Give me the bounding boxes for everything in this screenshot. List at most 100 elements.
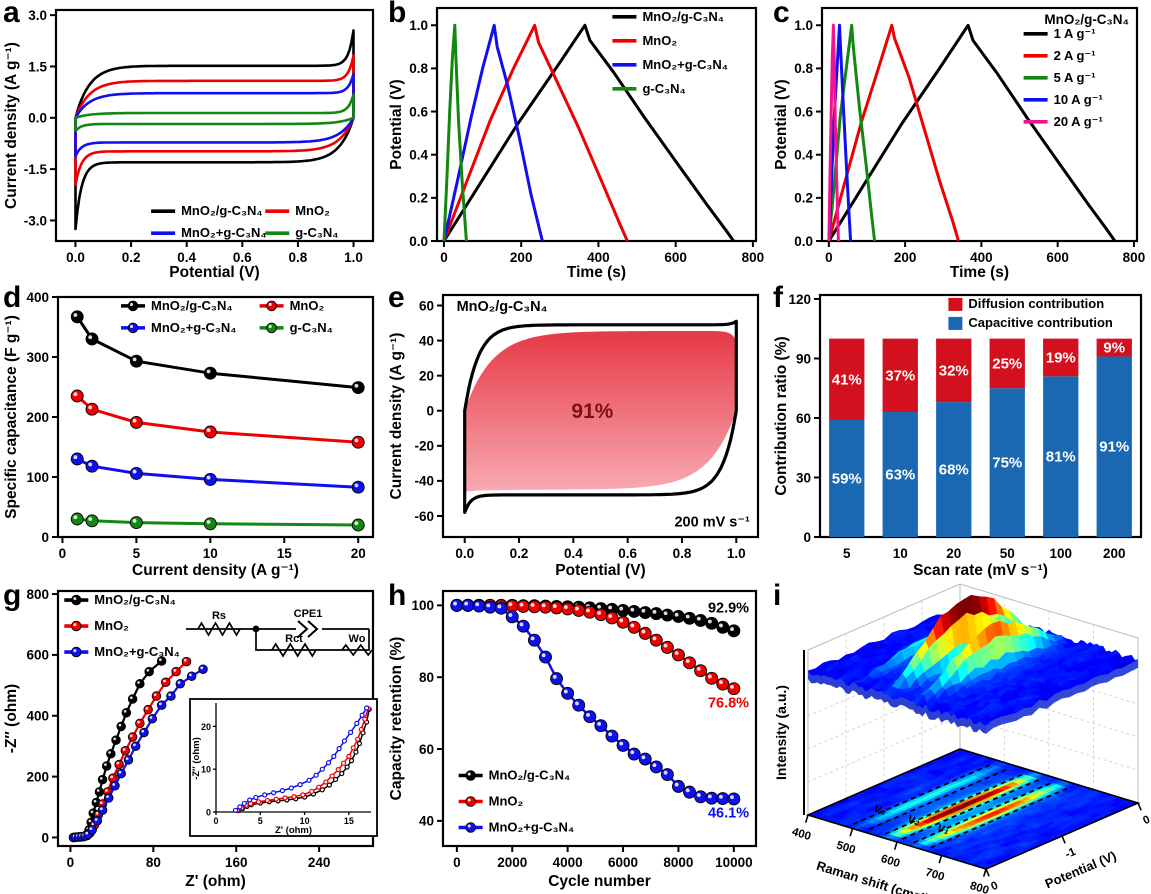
panel-letter-e: e xyxy=(388,281,405,314)
marker-shine xyxy=(652,763,657,768)
y-tick-label: 60 xyxy=(419,298,434,313)
marker-shine xyxy=(141,729,145,733)
y-tick-label: 20 xyxy=(419,368,434,383)
x-tick-label: 400 xyxy=(587,250,610,265)
marker xyxy=(683,785,696,799)
marker-shine xyxy=(123,710,127,713)
panel-letter-f: f xyxy=(773,281,783,314)
marker-shine xyxy=(177,681,181,684)
y-tick-label: 200 xyxy=(26,769,49,784)
inset-marker xyxy=(241,800,247,807)
x-tick-label: 800 xyxy=(1123,250,1146,265)
raman-tick-label: 600 xyxy=(879,853,901,870)
inset-marker xyxy=(264,797,270,804)
panel-i-chart: ν₃ ν₂ ν₁ Intensity (a.u.) 400 500 600 700 800 Ram… xyxy=(773,583,1151,894)
marker-shine xyxy=(146,668,150,672)
circuit-branch xyxy=(255,629,370,651)
marker xyxy=(649,633,663,647)
y-tick-label: 60 xyxy=(419,742,434,757)
x-tick-label: 20 xyxy=(351,546,366,561)
marker-shine xyxy=(730,795,734,800)
marker-shine xyxy=(619,606,624,611)
y-tick-label: 0.0 xyxy=(28,111,47,126)
marker-shine xyxy=(95,811,99,815)
cpe-symbol xyxy=(297,620,309,638)
panel-h: h 0 2000 4000 6000 8000 10000 40 60 80 100 Cycle n… xyxy=(385,579,770,894)
marker xyxy=(461,598,475,612)
marker-shine xyxy=(619,618,624,623)
marker-shine xyxy=(719,623,723,628)
x-tick-label: 0.4 xyxy=(564,546,583,561)
marker-shine xyxy=(149,716,153,719)
marker-shine xyxy=(674,612,679,617)
wall-gridline xyxy=(807,715,961,783)
inset-marker xyxy=(270,790,277,796)
inset-tick-label: 5 xyxy=(258,816,263,826)
y-tick-label: 0.6 xyxy=(794,104,813,119)
y-tick-label: 100 xyxy=(26,470,49,485)
marker xyxy=(87,825,97,835)
marker xyxy=(120,746,131,756)
legend-label: MnO₂+g-C₃N₄ xyxy=(151,320,237,335)
axis-frame xyxy=(441,293,760,539)
panel-letter-d: d xyxy=(3,281,22,314)
legend-label: MnO₂ xyxy=(489,794,524,809)
marker-shine xyxy=(641,755,646,760)
marker xyxy=(572,698,586,712)
marker xyxy=(156,700,167,710)
potential-tick-label: -1 xyxy=(1064,846,1079,861)
marker xyxy=(638,626,652,640)
marker-shine xyxy=(118,723,122,727)
x-tick-label: 10 xyxy=(893,546,908,561)
inset-marker xyxy=(309,788,315,795)
data-line xyxy=(442,23,468,242)
x-tick-label: 4000 xyxy=(553,855,583,870)
peak-boundary-dashed xyxy=(913,781,1054,844)
marker xyxy=(70,512,84,526)
marker-shine xyxy=(206,475,211,480)
x-axis-label: Time (s) xyxy=(950,264,1009,281)
marker-shine xyxy=(118,770,122,774)
marker-shine xyxy=(125,757,129,760)
x-axis-label: Cycle number xyxy=(548,873,651,890)
marker xyxy=(151,691,162,701)
data-line xyxy=(442,23,735,242)
marker-shine xyxy=(206,428,211,433)
inset-line xyxy=(237,709,370,812)
inset-marker xyxy=(297,782,303,788)
y-tick-label: 80 xyxy=(419,670,434,685)
annotation: 46.1% xyxy=(708,805,749,821)
marker-shine xyxy=(552,604,557,609)
y-tick-label: 0.6 xyxy=(409,104,428,119)
y-axis-label: Specific capacitance (F g⁻¹) xyxy=(3,315,20,519)
y-axis-label: Capacity retention (%) xyxy=(388,637,405,801)
data-line xyxy=(827,23,960,242)
legend-swatch xyxy=(948,316,963,330)
marker xyxy=(85,514,99,528)
marker xyxy=(705,671,719,685)
marker xyxy=(116,721,126,732)
marker xyxy=(583,710,597,724)
legend-label: Capacitive contribution xyxy=(968,315,1113,330)
x-tick-label: 1.0 xyxy=(344,250,363,265)
marker xyxy=(616,738,630,752)
bar-label-capacitive: 68% xyxy=(939,462,969,479)
peak-boundary-dashed xyxy=(930,786,1071,849)
marker-shine xyxy=(354,383,359,388)
marker-shine xyxy=(85,831,89,835)
marker xyxy=(266,300,277,312)
marker xyxy=(110,780,120,791)
marker-shine xyxy=(519,622,524,627)
marker-shine xyxy=(200,666,204,670)
marker xyxy=(683,611,696,625)
bar-label-capacitive: 75% xyxy=(992,455,1022,472)
inset-marker xyxy=(323,779,329,785)
cv-curve xyxy=(74,72,355,158)
y-tick-label: 200 xyxy=(26,410,49,425)
marker-shine xyxy=(464,601,469,606)
inset-marker xyxy=(344,764,350,770)
marker-shine xyxy=(106,795,109,799)
raman-tick xyxy=(804,814,809,823)
marker-shine xyxy=(685,614,690,619)
